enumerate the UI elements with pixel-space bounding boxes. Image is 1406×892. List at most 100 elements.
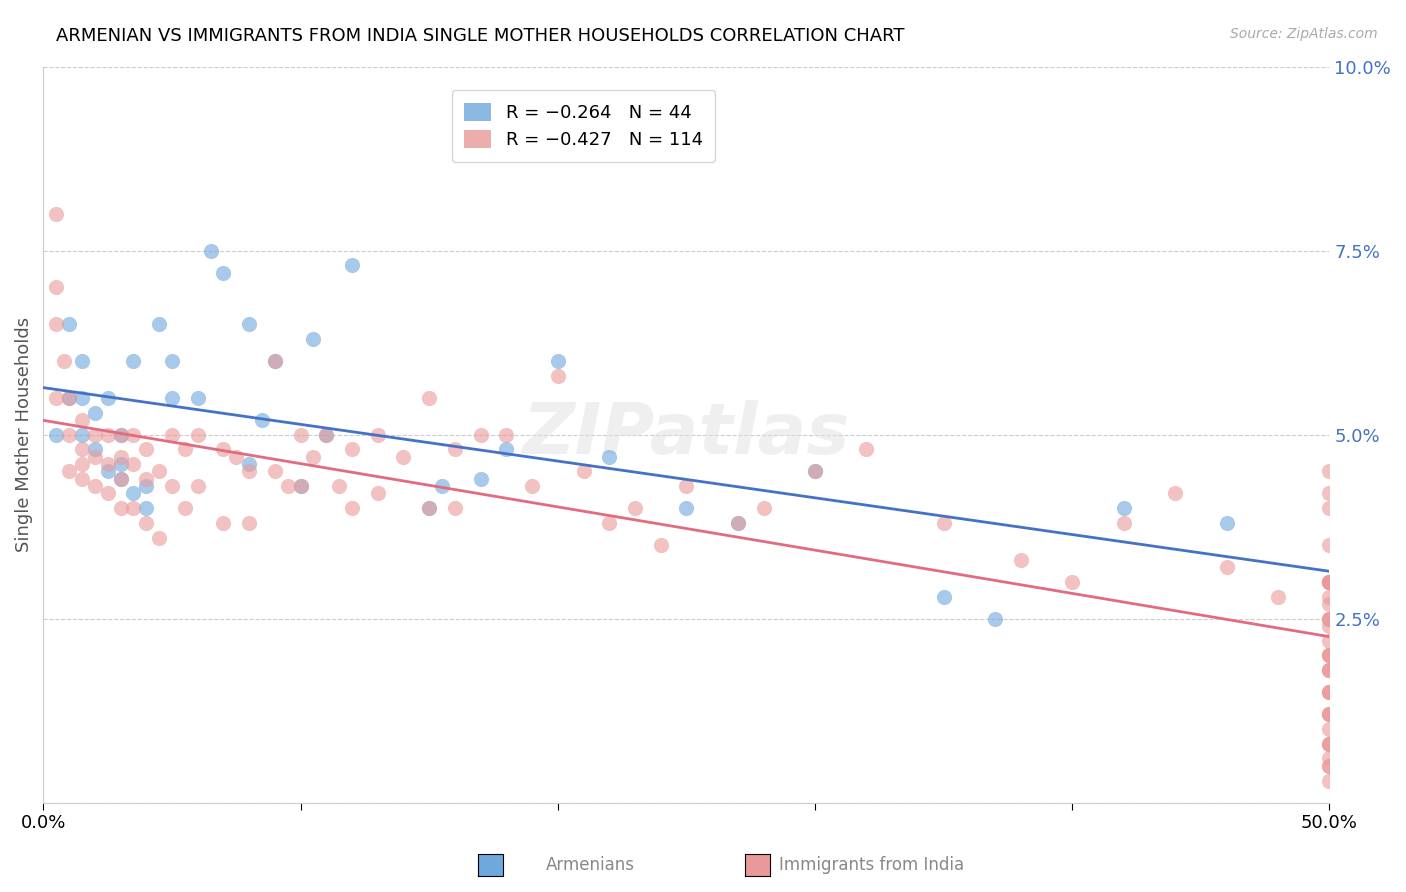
- Point: [58, 427, 80, 442]
- Point: [97, 391, 120, 405]
- Point: [1319, 486, 1341, 500]
- Point: [340, 442, 363, 457]
- Point: [418, 501, 440, 516]
- Point: [418, 501, 440, 516]
- Point: [97, 457, 120, 471]
- Point: [1319, 574, 1341, 589]
- Point: [1215, 516, 1237, 530]
- Point: [932, 516, 955, 530]
- Point: [984, 611, 1007, 625]
- Text: Immigrants from India: Immigrants from India: [779, 856, 965, 874]
- Point: [1010, 552, 1032, 566]
- Point: [135, 479, 157, 493]
- Point: [1319, 707, 1341, 722]
- Point: [97, 427, 120, 442]
- Point: [45, 280, 67, 294]
- Point: [264, 354, 287, 368]
- Point: [70, 413, 93, 427]
- Point: [250, 413, 273, 427]
- Point: [83, 427, 105, 442]
- Point: [392, 450, 415, 464]
- Point: [1319, 574, 1341, 589]
- Point: [1319, 619, 1341, 633]
- Point: [70, 427, 93, 442]
- Point: [148, 531, 170, 545]
- Text: ZIPatlas: ZIPatlas: [523, 401, 851, 469]
- Point: [1319, 648, 1341, 663]
- Point: [110, 427, 132, 442]
- Point: [238, 516, 260, 530]
- Point: [1319, 751, 1341, 765]
- Point: [302, 332, 325, 346]
- Point: [225, 450, 247, 464]
- Point: [367, 486, 389, 500]
- Point: [1319, 737, 1341, 751]
- Point: [53, 354, 76, 368]
- Point: [135, 472, 157, 486]
- Point: [1215, 560, 1237, 574]
- Point: [547, 368, 569, 383]
- Point: [45, 207, 67, 221]
- Point: [173, 501, 195, 516]
- Point: [1319, 685, 1341, 699]
- Point: [444, 501, 467, 516]
- Point: [340, 501, 363, 516]
- Point: [200, 244, 222, 258]
- Point: [302, 450, 325, 464]
- Point: [1164, 486, 1187, 500]
- Point: [1319, 737, 1341, 751]
- Point: [122, 501, 145, 516]
- Point: [264, 354, 287, 368]
- Point: [1319, 707, 1341, 722]
- Point: [1319, 501, 1341, 516]
- Point: [1319, 611, 1341, 625]
- Point: [1319, 574, 1341, 589]
- Point: [83, 450, 105, 464]
- Text: ARMENIAN VS IMMIGRANTS FROM INDIA SINGLE MOTHER HOUSEHOLDS CORRELATION CHART: ARMENIAN VS IMMIGRANTS FROM INDIA SINGLE…: [56, 27, 904, 45]
- Point: [598, 450, 620, 464]
- Point: [135, 501, 157, 516]
- Point: [70, 457, 93, 471]
- Point: [1319, 574, 1341, 589]
- Point: [212, 516, 235, 530]
- Point: [70, 354, 93, 368]
- Point: [495, 442, 517, 457]
- Point: [122, 427, 145, 442]
- Point: [290, 479, 312, 493]
- Point: [752, 501, 775, 516]
- Point: [135, 516, 157, 530]
- Point: [1267, 590, 1289, 604]
- Point: [277, 479, 299, 493]
- Point: [45, 391, 67, 405]
- Point: [238, 317, 260, 331]
- Point: [1319, 611, 1341, 625]
- Point: [238, 464, 260, 478]
- Point: [804, 464, 827, 478]
- Point: [160, 479, 183, 493]
- Point: [45, 427, 67, 442]
- Point: [328, 479, 350, 493]
- Point: [1112, 516, 1135, 530]
- Point: [1319, 663, 1341, 677]
- Point: [97, 486, 120, 500]
- Point: [1319, 737, 1341, 751]
- Point: [122, 486, 145, 500]
- Point: [1319, 590, 1341, 604]
- Point: [932, 590, 955, 604]
- Point: [315, 427, 337, 442]
- Point: [58, 391, 80, 405]
- Point: [1319, 759, 1341, 773]
- Point: [58, 464, 80, 478]
- Text: Source: ZipAtlas.com: Source: ZipAtlas.com: [1230, 27, 1378, 41]
- Point: [1319, 464, 1341, 478]
- Point: [110, 472, 132, 486]
- Point: [520, 479, 543, 493]
- Point: [1319, 663, 1341, 677]
- Point: [367, 427, 389, 442]
- Legend: R = −0.264   N = 44, R = −0.427   N = 114: R = −0.264 N = 44, R = −0.427 N = 114: [451, 90, 716, 161]
- Point: [45, 317, 67, 331]
- Point: [187, 391, 209, 405]
- Point: [1319, 633, 1341, 648]
- Point: [598, 516, 620, 530]
- Point: [160, 391, 183, 405]
